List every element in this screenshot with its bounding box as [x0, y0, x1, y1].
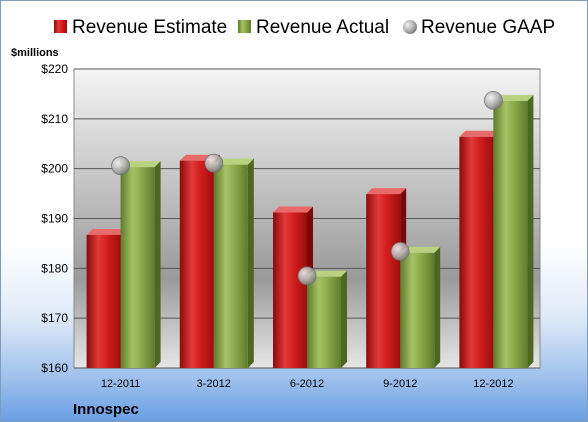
legend-label-actual: Revenue Actual [256, 17, 389, 38]
bar-revenue-actual [307, 276, 341, 368]
bar-side [154, 161, 161, 368]
legend-label-estimate: Revenue Estimate [72, 17, 227, 38]
bar-revenue-actual [493, 100, 528, 368]
bar-revenue-estimate [366, 194, 401, 368]
bar-top [459, 130, 500, 137]
legend-marker-gaap [403, 20, 417, 34]
bar-side [527, 94, 534, 368]
legend-label-gaap: Revenue GAAP [421, 17, 555, 38]
bar-top [366, 188, 407, 195]
bar-top [400, 246, 441, 253]
gaap-marker [390, 241, 410, 261]
bar-top [86, 228, 127, 235]
gaap-marker [483, 90, 503, 110]
bar-top [307, 270, 347, 277]
y-tick-label: $180 [41, 261, 68, 275]
legend-swatch-actual [238, 20, 251, 33]
y-tick-label: $220 [41, 62, 68, 76]
bar-side [247, 158, 254, 368]
y-axis-ticks: $160 $170 $180 $190 $200 $210 $220 [41, 62, 68, 375]
y-tick-label: $200 [41, 162, 68, 176]
bar-top [120, 161, 161, 168]
gaap-markers [111, 90, 503, 286]
unit-label: $millions [11, 47, 59, 59]
y-tick-label: $170 [41, 311, 68, 325]
bar-revenue-estimate [179, 160, 214, 368]
x-tick-label: 6-2012 [290, 378, 324, 390]
bar-side [341, 270, 347, 368]
bar-revenue-estimate [273, 212, 307, 368]
x-tick-label: 12-2012 [473, 378, 513, 390]
bar-top [493, 94, 534, 101]
bar-side [434, 246, 441, 368]
gaap-marker [297, 266, 317, 286]
y-tick-label: $160 [41, 361, 68, 375]
bar-top [273, 206, 313, 213]
x-axis-ticks: 12-2011 3-2012 6-2012 9-2012 12-2012 [101, 378, 514, 390]
bars [86, 94, 534, 368]
company-name: Innospec [73, 401, 139, 418]
x-tick-label: 12-2011 [101, 378, 141, 390]
gaap-marker [204, 153, 224, 173]
legend: Revenue Estimate Revenue Actual Revenue … [54, 17, 555, 38]
y-tick-label: $210 [41, 112, 68, 126]
bar-revenue-actual [213, 164, 248, 368]
bar-revenue-estimate [86, 234, 121, 368]
bar-revenue-actual [120, 167, 155, 368]
x-tick-label: 3-2012 [197, 378, 231, 390]
gaap-marker [111, 156, 130, 176]
legend-swatch-estimate [54, 20, 67, 33]
x-tick-label: 9-2012 [383, 378, 417, 390]
bar-top [213, 158, 254, 165]
bar-revenue-actual [400, 252, 435, 368]
y-tick-label: $190 [41, 212, 68, 226]
bar-revenue-estimate [459, 136, 494, 368]
